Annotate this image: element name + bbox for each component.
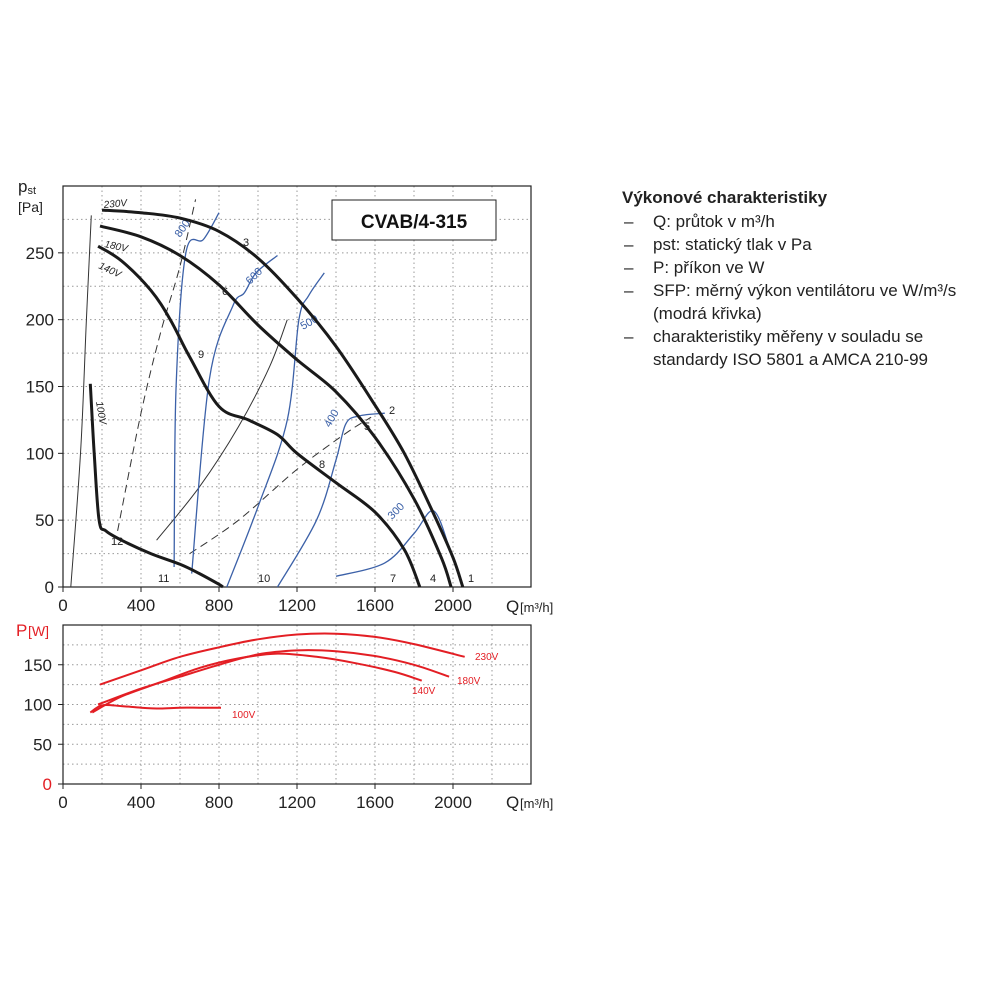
legend-item-text: pst: statický tlak v Pa [653, 235, 812, 254]
point-label-5: 5 [364, 421, 370, 433]
fan-curve-140V [97, 244, 422, 588]
legend-item-text: standardy ISO 5801 a AMCA 210-99 [653, 350, 929, 369]
x-tick-label: 1200 [278, 596, 316, 615]
voltage-label-230V: 230V [102, 198, 129, 211]
power-curve-100V [89, 703, 221, 714]
y-tick-label: 100 [24, 696, 52, 715]
fan-curve-180V [99, 224, 453, 588]
y-tick-label: 50 [33, 735, 52, 754]
title-box [331, 199, 497, 241]
point-label-10: 10 [258, 573, 270, 585]
power-curve-140V [91, 652, 423, 714]
point-label-3: 3 [243, 237, 249, 249]
x-axis-label: Q [506, 793, 519, 812]
legend-dash: – [624, 235, 634, 254]
y-tick-label: 0 [45, 578, 54, 597]
point-label-8: 8 [319, 459, 325, 471]
legend-dash: – [624, 281, 634, 300]
x-axis-unit: [m³/h] [520, 796, 553, 811]
x-tick-label: 800 [205, 596, 233, 615]
power-label-140V: 140V [412, 686, 436, 697]
x-tick-label: 2000 [434, 596, 472, 615]
x-tick-label: 0 [58, 596, 67, 615]
reference-curve-thin-mid [156, 319, 288, 541]
legend-item: – SFP: měrný výkon ventilátoru ve W/m³/s (… [622, 279, 992, 325]
point-label-2: 2 [389, 405, 395, 417]
power-curve-180V [97, 649, 450, 706]
legend-dash: – [624, 212, 634, 231]
sfp-label-600: 600 [244, 266, 265, 287]
y-axis-label-sub: st [27, 185, 36, 197]
x-tick-label: 0 [58, 793, 67, 812]
x-tick-label: 400 [127, 793, 155, 812]
legend-list: – Q: průtok v m³/h – pst: statický tlak v P… [622, 210, 992, 371]
y-tick-label: 250 [26, 244, 54, 263]
point-label-7: 7 [390, 573, 396, 585]
x-tick-label: 400 [127, 596, 155, 615]
fan-curve-100V [88, 383, 224, 589]
sfp-label-400: 400 [322, 408, 342, 430]
legend-panel: Výkonové charakteristiky – Q: průtok v m³… [622, 186, 992, 371]
x-tick-label: 1600 [356, 793, 394, 812]
legend-item: – P: příkon ve W [622, 256, 992, 279]
x-axis-unit: [m³/h] [520, 600, 553, 615]
voltage-label-140V: 140V [97, 261, 124, 281]
y-axis-label: P [16, 621, 27, 640]
reference-curve-dashed-right [189, 416, 372, 555]
power-curve-230V [99, 632, 465, 686]
reference-curve-thin-100 [70, 215, 92, 588]
chart-title: CVAB/4-315 [361, 212, 468, 233]
legend-item-text: Q: průtok v m³/h [653, 212, 775, 231]
point-label-1: 1 [468, 573, 474, 585]
sfp-label-300: 300 [386, 501, 407, 522]
y-axis-label: pst [18, 177, 36, 197]
x-tick-label: 1600 [356, 596, 394, 615]
legend-dash: – [624, 258, 634, 277]
y-tick-label: 200 [26, 311, 54, 330]
y-tick-label: 150 [26, 378, 54, 397]
legend-item: – Q: průtok v m³/h [622, 210, 992, 233]
y-tick-label: 0 [43, 775, 52, 794]
power-label-180V: 180V [457, 676, 481, 687]
y-tick-label: 100 [26, 444, 54, 463]
legend-item-text: (modrá křivka) [653, 304, 762, 323]
sfp-curve-300 [335, 510, 450, 577]
x-tick-label: 800 [205, 793, 233, 812]
sfp-curve-800 [173, 212, 220, 568]
legend-dash: – [624, 327, 634, 346]
y-tick-label: 150 [24, 656, 52, 675]
voltage-label-100V: 100V [93, 401, 108, 427]
point-label-9: 9 [198, 349, 204, 361]
power-label-230V: 230V [475, 652, 499, 663]
x-axis-label: Q [506, 597, 519, 616]
point-label-4: 4 [430, 573, 436, 585]
y-axis-unit: [W] [28, 623, 49, 639]
x-tick-label: 1200 [278, 793, 316, 812]
x-tick-label: 2000 [434, 793, 472, 812]
point-label-6: 6 [222, 286, 228, 298]
legend-item-text: P: příkon ve W [653, 258, 765, 277]
power-flow-chart: 0 50 100 150 0 400 800 1200 1600 2000 P [W] Q [m³/h] 2… [16, 621, 553, 812]
voltage-label-180V: 180V [103, 239, 129, 255]
point-label-11: 11 [158, 573, 169, 585]
legend-item: – charakteristiky měřeny v souladu se stan… [622, 325, 992, 371]
point-label-12: 12 [111, 536, 123, 548]
reference-curve-dashed-left [117, 199, 197, 531]
legend-item-text: SFP: měrný výkon ventilátoru ve W/m³/s [653, 281, 957, 300]
sfp-curve-400 [276, 412, 385, 588]
y-tick-label: 50 [35, 511, 54, 530]
sfp-curve-600 [191, 254, 278, 574]
sfp-curve-500 [226, 272, 325, 588]
legend-item: – pst: statický tlak v Pa [622, 233, 992, 256]
legend-item-text: charakteristiky měřeny v souladu se [653, 327, 924, 346]
power-label-100V: 100V [232, 710, 256, 721]
fan-curve-230V [101, 208, 465, 588]
y-axis-unit: [Pa] [18, 199, 43, 215]
legend-title: Výkonové charakteristiky [622, 188, 828, 207]
